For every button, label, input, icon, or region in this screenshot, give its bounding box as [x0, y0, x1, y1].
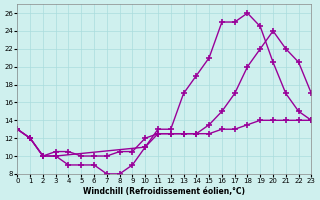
X-axis label: Windchill (Refroidissement éolien,°C): Windchill (Refroidissement éolien,°C)	[84, 187, 245, 196]
